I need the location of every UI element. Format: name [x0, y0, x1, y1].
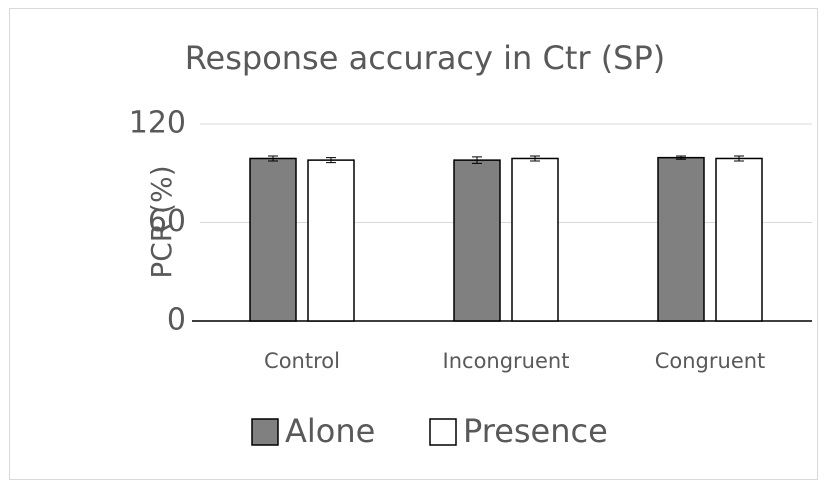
chart-title: Response accuracy in Ctr (SP)	[185, 39, 666, 77]
y-axis-title: PCR (%)	[145, 165, 178, 278]
x-tick-label: Congruent	[655, 349, 766, 373]
error-bar	[676, 155, 686, 160]
legend-swatch	[429, 418, 457, 446]
bar	[657, 156, 705, 322]
y-tick-label: 60	[148, 204, 186, 239]
bar	[249, 157, 297, 322]
error-bar	[530, 155, 540, 162]
y-tick-label: 0	[167, 303, 186, 338]
y-tick-label: 120	[129, 106, 186, 141]
legend-label: Alone	[285, 412, 375, 450]
bar	[511, 157, 559, 322]
bar	[453, 159, 501, 322]
legend-label: Presence	[463, 412, 608, 450]
error-bar	[472, 156, 482, 164]
bar	[715, 157, 763, 322]
x-tick-label: Incongruent	[443, 349, 570, 373]
bar	[307, 159, 355, 322]
legend-swatch	[251, 418, 279, 446]
error-bar	[268, 155, 278, 162]
error-bar	[326, 157, 336, 164]
x-tick-label: Control	[264, 349, 340, 373]
error-bar	[734, 155, 744, 162]
